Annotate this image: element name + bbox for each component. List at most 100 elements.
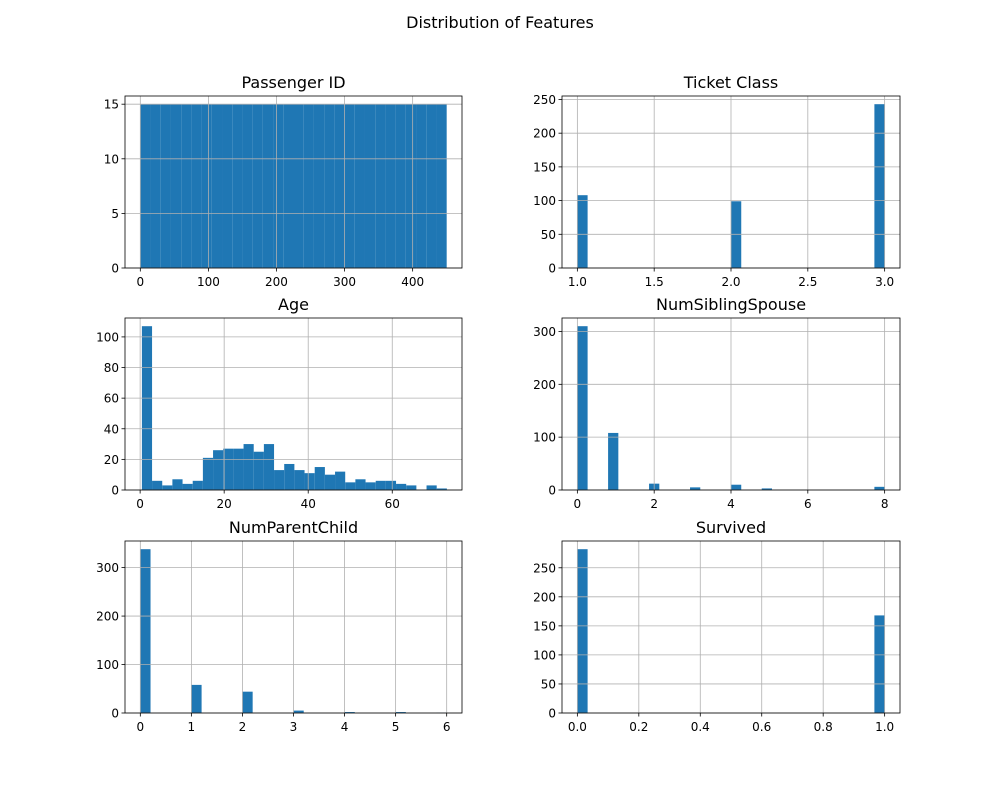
histogram-bar: [262, 104, 274, 268]
x-tick-label: 4: [727, 497, 735, 511]
x-tick-label: 2.5: [798, 275, 817, 289]
histogram-bar: [243, 444, 254, 490]
histogram-bar: [152, 480, 163, 490]
x-tick-label: 20: [217, 497, 232, 511]
histogram-bar: [731, 484, 742, 490]
histogram-bar: [354, 104, 365, 268]
histogram-bar: [252, 104, 263, 268]
subplot-numparentchild: 0 1 2 3 4 5 6 0 100 200 300 NumParentChild: [96, 518, 463, 734]
histogram-bar: [874, 615, 885, 713]
histogram-bar: [304, 473, 315, 490]
histogram-bar: [395, 104, 406, 268]
histogram-bar: [375, 104, 386, 268]
x-tick-label: 1.0: [875, 720, 894, 734]
x-tick-label: 200: [265, 275, 288, 289]
y-tick-label: 150: [533, 619, 556, 633]
y-tick-label: 100: [533, 194, 556, 208]
histogram-bar: [375, 480, 386, 490]
x-tick-label: 2.0: [721, 275, 740, 289]
subplot-title: Age: [278, 295, 309, 314]
histogram-bar: [416, 104, 427, 268]
figure-title: Distribution of Features: [406, 13, 594, 32]
x-tick-label: 0.6: [752, 720, 771, 734]
axes-frame: [124, 95, 463, 269]
histogram-bar: [201, 104, 212, 268]
histogram-bar: [426, 485, 437, 490]
subplot-ticket-class: 1.0 1.5 2.0 2.5 3.0 0 50 100 150 200 250 Ticket Cla…: [533, 73, 901, 289]
y-tick-label: 100: [96, 658, 119, 672]
histogram-bar: [162, 485, 173, 490]
histogram-bar: [324, 104, 335, 268]
histogram-bar: [761, 488, 772, 490]
y-tick-label: 0: [111, 262, 119, 276]
histogram-bar: [170, 104, 182, 268]
x-tick-label: 400: [401, 275, 424, 289]
histogram-bar: [385, 480, 397, 490]
histogram-bar: [150, 104, 161, 268]
y-tick-label: 10: [104, 152, 119, 166]
histogram-bar: [293, 710, 304, 713]
histogram-bar: [253, 451, 264, 490]
histogram-bar: [172, 479, 183, 490]
x-tick-label: 0: [136, 275, 144, 289]
y-tick-label: 20: [104, 453, 119, 467]
x-tick-label: 2: [239, 720, 247, 734]
y-tick-label: 50: [541, 228, 556, 242]
x-tick-label: 4: [341, 720, 349, 734]
histogram-bar: [273, 104, 284, 268]
histogram-bar: [242, 104, 253, 268]
y-tick-label: 0: [111, 484, 119, 498]
x-tick-label: 0: [574, 497, 582, 511]
histogram-bar: [294, 470, 305, 490]
histogram-bar: [365, 482, 376, 490]
y-tick-label: 80: [104, 361, 119, 375]
histogram-bar: [334, 104, 345, 268]
histogram-bar: [577, 195, 588, 268]
x-tick-label: 0.8: [814, 720, 833, 734]
histogram-bar: [344, 712, 355, 713]
y-tick-label: 200: [96, 610, 119, 624]
histogram-bar: [355, 479, 366, 490]
y-tick-label: 0: [548, 707, 556, 721]
histogram-bar: [395, 712, 406, 713]
axes-frame: [124, 317, 463, 491]
x-tick-label: 60: [385, 497, 400, 511]
histogram-bar: [222, 104, 233, 268]
histogram-bar: [140, 549, 151, 713]
histogram-bar: [283, 104, 294, 268]
histogram-bar: [396, 483, 407, 490]
x-tick-label: 6: [804, 497, 812, 511]
histogram-bar: [874, 486, 885, 490]
subplot-passenger-id: 0 100 200 300 400 0 5 10 15 Passenger ID: [104, 73, 463, 289]
histogram-bar: [284, 463, 295, 490]
x-tick-label: 6: [443, 720, 451, 734]
histogram-bar: [406, 485, 417, 490]
histogram-bar: [335, 471, 346, 490]
histogram-bar: [577, 549, 588, 713]
y-tick-label: 250: [533, 561, 556, 575]
y-tick-label: 40: [104, 422, 119, 436]
y-tick-label: 50: [541, 677, 556, 691]
x-tick-label: 0.0: [568, 720, 587, 734]
subplot-age: 0 20 40 60 0 20 40 60 80 100 Age: [96, 295, 463, 511]
histogram-bar: [141, 326, 153, 490]
x-tick-label: 0: [136, 720, 144, 734]
subplot-title: Passenger ID: [241, 73, 345, 92]
histogram-bar: [223, 448, 234, 490]
histogram-bar: [577, 326, 588, 490]
subplot-title: NumParentChild: [229, 518, 358, 537]
histogram-bar: [436, 488, 447, 490]
subplot-title: NumSiblingSpouse: [656, 295, 806, 314]
x-tick-label: 3.0: [875, 275, 894, 289]
y-tick-label: 15: [104, 98, 119, 112]
y-tick-label: 100: [96, 330, 119, 344]
x-tick-label: 0.2: [629, 720, 648, 734]
x-tick-label: 3: [290, 720, 298, 734]
histogram-bar: [324, 474, 336, 490]
histogram-bar: [608, 432, 619, 490]
x-tick-label: 40: [301, 497, 316, 511]
histogram-bar: [233, 448, 244, 490]
histogram-bar: [426, 104, 437, 268]
